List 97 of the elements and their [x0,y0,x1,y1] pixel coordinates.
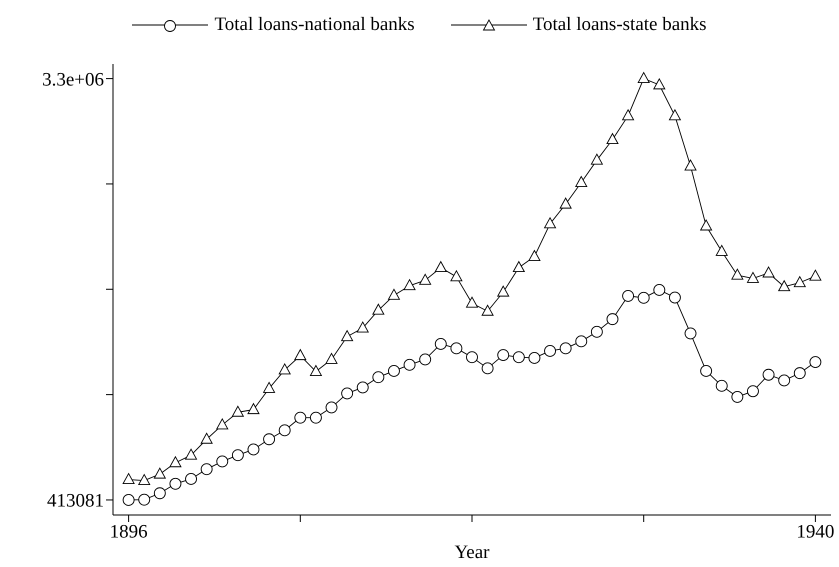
x-tick-label: 1896 [110,521,148,542]
point [809,270,822,281]
point [232,449,244,462]
point [294,349,306,360]
point [809,356,822,368]
point [716,380,728,392]
point [450,270,462,282]
point [497,349,510,361]
point [731,268,744,280]
point [497,286,510,297]
point [794,276,806,288]
point [341,387,354,400]
point [278,424,291,436]
point [419,274,432,285]
point [778,374,790,386]
legend-label: Total loans-national banks [214,14,415,36]
point [590,326,603,338]
point [404,358,416,371]
point [232,406,244,417]
point [169,456,182,468]
point [638,72,650,84]
point [653,284,666,296]
point [216,418,228,430]
point [122,494,135,506]
point [200,432,213,444]
point [747,272,759,283]
y-tick-label: 413081 [47,490,104,512]
point [278,363,291,374]
point [185,448,197,460]
point [544,344,556,357]
point [341,330,354,342]
point [216,455,228,468]
point [590,154,603,165]
point [653,78,666,90]
point [668,109,681,120]
point [606,133,618,144]
point [700,364,712,377]
point [294,412,306,424]
point [560,198,572,209]
point [528,352,540,364]
point [138,494,150,506]
x-tick-label: 1940 [796,521,834,542]
point [138,474,150,486]
point [356,381,369,394]
point [716,244,728,256]
point [310,412,322,424]
point [372,304,384,315]
point [622,109,634,120]
point [622,290,634,302]
point [731,390,744,403]
point [528,250,540,261]
point [747,385,759,398]
point [185,473,197,485]
point [668,292,681,304]
point [326,352,338,364]
x-axis-title: Year [454,542,490,563]
point [154,468,166,479]
point [560,342,572,354]
point [434,338,447,350]
point [575,176,588,187]
point [248,403,260,414]
point [450,342,462,354]
point [310,365,322,376]
point [434,261,447,272]
point [263,382,276,393]
point [482,304,494,316]
point [794,367,806,380]
point [684,327,696,340]
point [762,266,775,278]
point [466,296,478,308]
point [700,220,712,230]
point [263,433,276,446]
point [404,279,416,290]
point [419,353,432,366]
point [248,444,260,456]
point [512,261,525,272]
point [482,362,494,374]
point [326,401,338,414]
point [638,292,650,304]
point [388,288,400,300]
point [575,335,588,348]
y-tick-label: 3.3e+06 [42,69,104,90]
point [778,280,790,292]
point [606,313,618,326]
point [466,351,478,364]
point [762,368,775,381]
point [200,463,213,476]
point [169,478,182,490]
legend-label: Total loans-state banks [532,14,707,36]
point [544,217,556,228]
point [512,351,525,364]
point [372,371,384,384]
point [388,364,400,377]
point [154,487,166,500]
point [122,473,135,484]
point [684,160,696,170]
point [356,322,369,332]
